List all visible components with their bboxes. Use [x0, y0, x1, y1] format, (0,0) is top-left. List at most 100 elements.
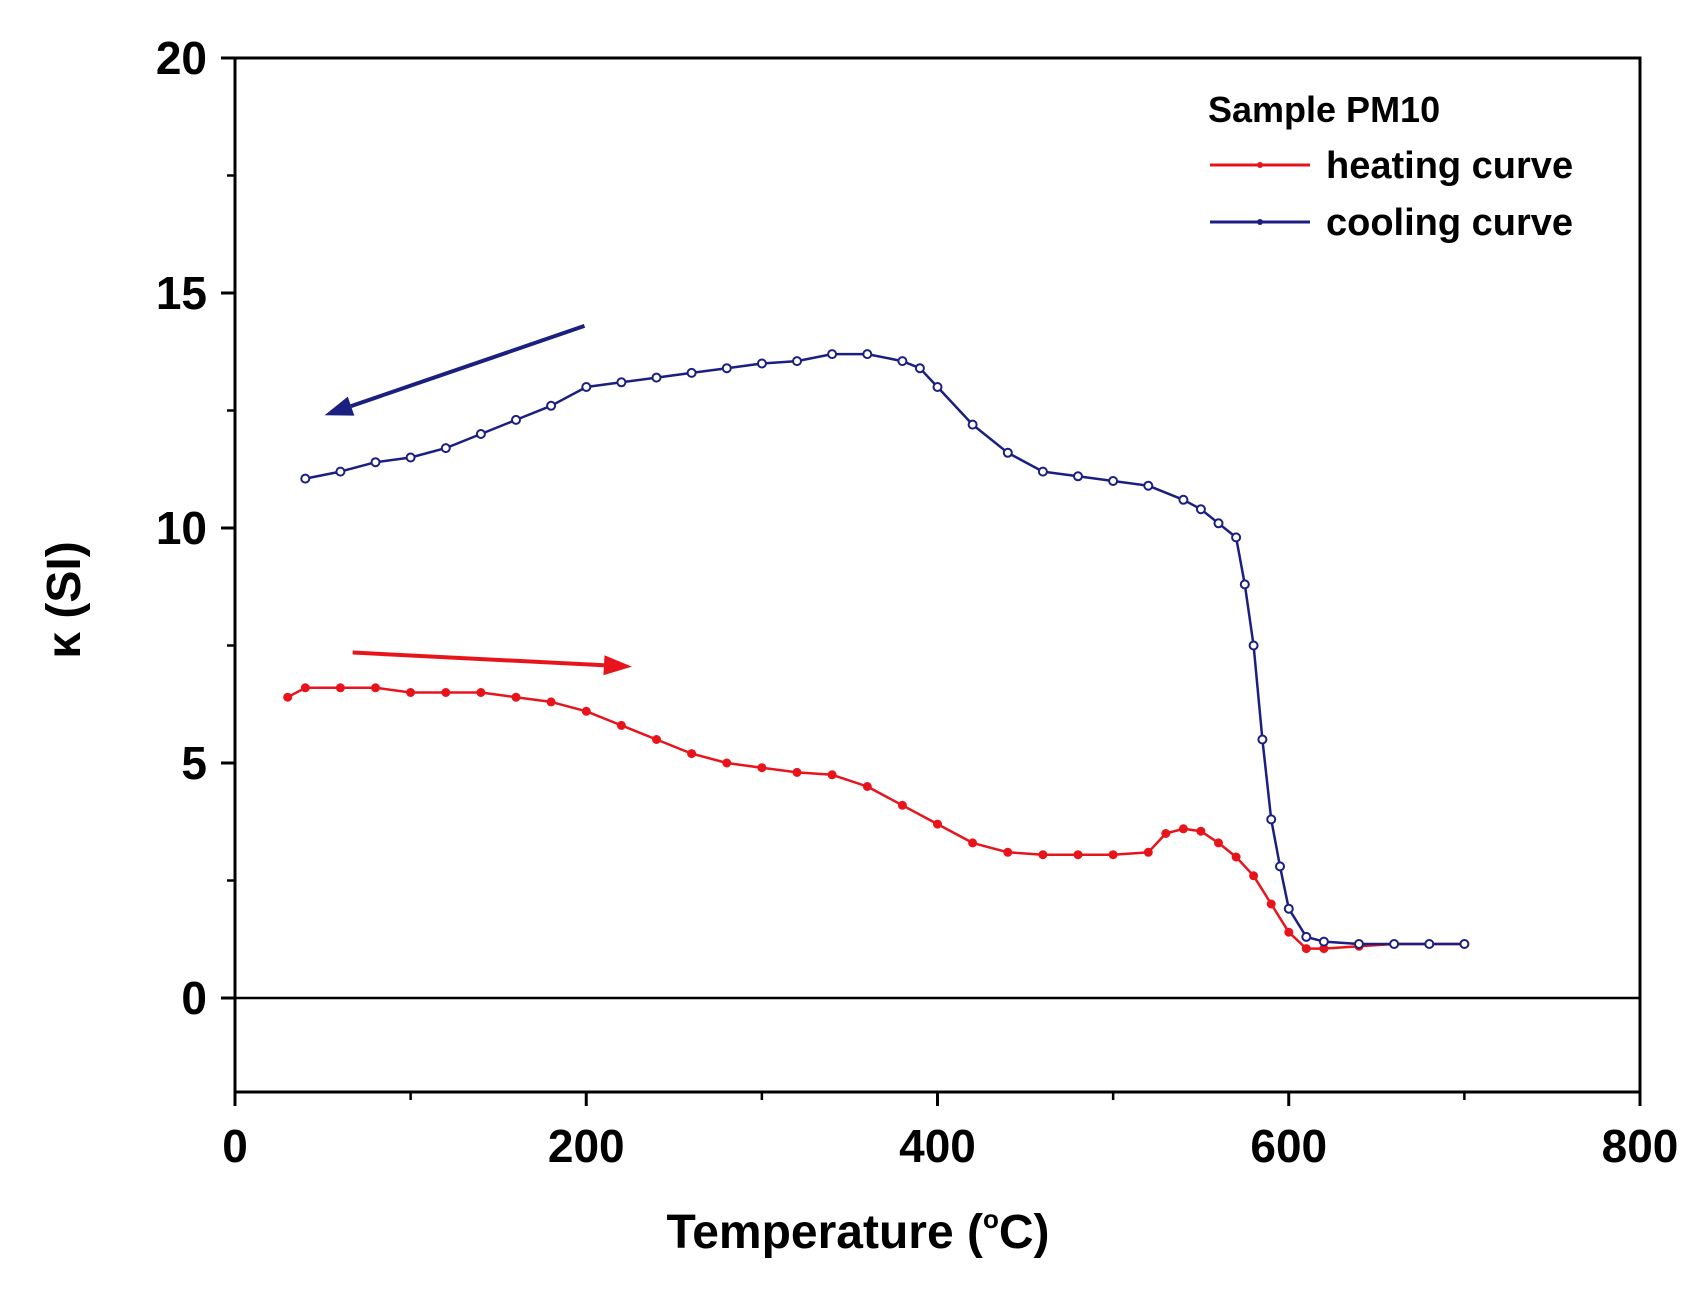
data-point — [406, 688, 416, 697]
data-point — [827, 770, 837, 780]
data-point — [405, 452, 416, 463]
data-point — [1283, 903, 1294, 914]
data-point — [1003, 847, 1013, 857]
arrow-cooling-direction — [324, 324, 586, 416]
data-point — [1231, 532, 1242, 543]
data-point — [581, 382, 592, 392]
legend-label-heating: heating curve — [1326, 145, 1573, 187]
data-point — [1002, 447, 1013, 458]
data-point — [651, 372, 662, 383]
data-point — [1249, 871, 1259, 881]
data-point — [1196, 826, 1206, 836]
data-point — [1178, 824, 1188, 834]
data-point — [511, 692, 521, 702]
data-point — [1301, 931, 1312, 942]
data-point — [616, 720, 626, 730]
data-point — [1108, 476, 1119, 486]
arrow-head — [603, 655, 632, 676]
data-point — [897, 800, 907, 810]
data-point — [722, 758, 732, 768]
series-group — [283, 349, 1470, 954]
data-point — [914, 363, 925, 374]
data-point — [370, 457, 381, 468]
data-point — [1266, 814, 1277, 825]
series-heating-curve — [283, 683, 1469, 954]
y-tick-label: 20 — [156, 32, 207, 84]
data-point — [933, 819, 942, 829]
data-point — [1195, 504, 1206, 515]
data-point — [335, 466, 346, 477]
arrow-heating-direction — [352, 650, 632, 676]
data-point — [756, 358, 767, 369]
data-point — [1354, 939, 1364, 949]
data-point — [1143, 480, 1154, 491]
arrow-shaft — [350, 324, 586, 408]
data-point — [1424, 939, 1435, 949]
series-line-heating-curve — [287, 686, 1465, 950]
data-point — [1275, 861, 1285, 872]
data-point — [1143, 847, 1153, 857]
x-tick-label: 0 — [222, 1120, 248, 1172]
data-point — [1161, 829, 1171, 838]
data-point — [476, 688, 486, 697]
data-point — [581, 706, 591, 716]
data-point — [1257, 734, 1268, 745]
data-point — [1073, 850, 1083, 860]
x-tick-label: 200 — [548, 1120, 625, 1172]
data-point — [1284, 927, 1294, 937]
data-point — [1231, 852, 1241, 862]
annotations-group — [324, 324, 632, 676]
data-point — [1178, 494, 1189, 505]
data-point — [1214, 838, 1223, 848]
data-point — [862, 782, 872, 791]
data-point — [441, 688, 451, 697]
y-tick-label: 15 — [156, 267, 207, 319]
data-point — [1318, 936, 1329, 947]
data-point — [371, 683, 380, 693]
series-cooling-curve — [300, 349, 1470, 949]
data-point — [1213, 518, 1224, 529]
data-point — [687, 749, 697, 759]
data-point — [546, 697, 556, 707]
data-point — [475, 429, 486, 439]
data-point — [968, 838, 978, 848]
data-point — [757, 763, 767, 773]
data-point — [1459, 939, 1470, 949]
data-point — [932, 382, 943, 392]
x-tick-label: 600 — [1250, 1120, 1327, 1172]
arrow-head — [324, 396, 355, 416]
x-tick-label: 800 — [1602, 1120, 1679, 1172]
data-point — [897, 356, 908, 367]
x-tick-label: 400 — [899, 1120, 976, 1172]
data-point — [792, 767, 802, 777]
data-point — [827, 349, 838, 360]
data-point — [440, 443, 451, 454]
data-point — [862, 349, 873, 360]
legend: Sample PM10 heating curve cooling curve — [1208, 89, 1573, 244]
y-axis-title: κ (SI) — [38, 541, 91, 658]
x-axis-title: Temperature (oC) — [666, 1204, 1049, 1259]
series-line-cooling-curve — [305, 352, 1465, 946]
y-tick-label: 0 — [181, 972, 207, 1024]
data-point — [1389, 939, 1400, 949]
arrow-shaft — [352, 650, 605, 668]
data-point — [1073, 471, 1083, 482]
data-point — [967, 419, 978, 430]
data-point — [511, 414, 521, 425]
data-point — [546, 400, 557, 411]
y-tick-label: 10 — [156, 502, 207, 554]
data-point — [1266, 899, 1276, 909]
data-point — [616, 377, 627, 388]
data-point — [300, 473, 311, 484]
legend-marker-heating — [1257, 162, 1263, 168]
y-tick-label: 5 — [181, 737, 207, 789]
data-point — [1037, 466, 1048, 477]
data-point — [652, 735, 661, 744]
ticks-group: 0 200 400 600 800 0 5 10 15 20 — [156, 32, 1679, 1172]
legend-label-cooling: cooling curve — [1326, 202, 1573, 244]
data-point — [1038, 850, 1048, 860]
data-point — [335, 683, 345, 693]
data-point — [1301, 944, 1311, 954]
